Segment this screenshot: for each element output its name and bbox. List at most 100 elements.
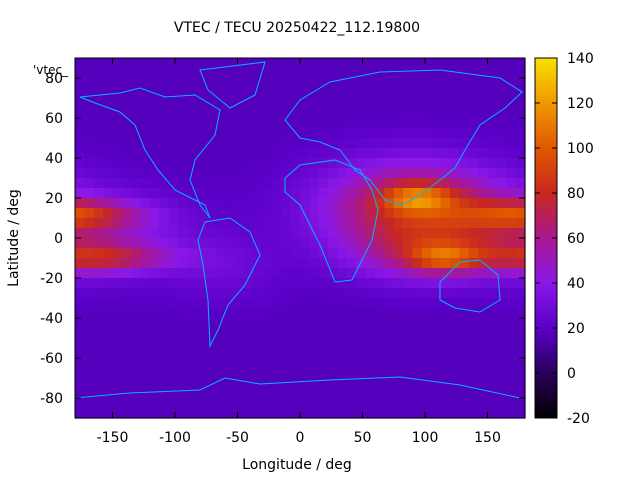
heatmap-cell [93, 118, 104, 129]
heatmap-cell [300, 298, 310, 309]
heatmap-cell [365, 218, 376, 229]
heatmap-cell [421, 228, 432, 239]
heatmap-cell [318, 398, 329, 409]
heatmap-cell [365, 128, 376, 139]
heatmap-cell [159, 98, 170, 109]
heatmap-cell [496, 398, 507, 409]
heatmap-cell [262, 408, 273, 419]
heatmap-cell [150, 148, 160, 159]
heatmap-cell [243, 128, 254, 139]
heatmap-cell [290, 68, 301, 79]
heatmap-cell [234, 308, 245, 319]
heatmap-cell [262, 258, 273, 269]
x-tick-label: 50 [354, 430, 372, 446]
heatmap-cell [440, 318, 451, 329]
heatmap-cell [346, 68, 357, 79]
heatmap-cell [196, 358, 207, 369]
heatmap-cell [225, 238, 235, 249]
heatmap-cell [140, 168, 151, 179]
heatmap-cell [450, 208, 460, 219]
heatmap-cell [356, 338, 367, 349]
heatmap-cell [412, 338, 423, 349]
heatmap-cell [215, 138, 226, 149]
heatmap-cell [225, 388, 235, 399]
heatmap-cell [300, 178, 310, 189]
heatmap-cell [450, 298, 460, 309]
heatmap-cell [290, 98, 301, 109]
heatmap-cell [300, 128, 310, 139]
heatmap-cell [431, 78, 442, 89]
heatmap-cell [384, 368, 395, 379]
heatmap-cell [75, 128, 85, 139]
heatmap-cell [243, 68, 254, 79]
heatmap-cell [300, 338, 310, 349]
heatmap-cell [487, 318, 498, 329]
heatmap-cell [206, 328, 217, 339]
heatmap-cell [468, 298, 479, 309]
heatmap-cell [234, 198, 245, 209]
heatmap-cell [515, 158, 526, 169]
heatmap-cell [468, 68, 479, 79]
heatmap-cell [150, 328, 160, 339]
heatmap-cell [300, 188, 310, 199]
heatmap-cell [337, 258, 348, 269]
heatmap-cell [459, 218, 470, 229]
heatmap-cell [328, 228, 339, 239]
heatmap-cell [243, 58, 254, 69]
heatmap-cell [75, 78, 85, 89]
heatmap-cell [75, 268, 85, 279]
heatmap-cell [421, 98, 432, 109]
heatmap-cell [506, 348, 517, 359]
heatmap-cell [281, 178, 292, 189]
heatmap-cell [337, 378, 348, 389]
heatmap-cell [487, 238, 498, 249]
heatmap-cell [356, 138, 367, 149]
heatmap-cell [243, 208, 254, 219]
heatmap-cell [225, 148, 235, 159]
heatmap-cell [365, 298, 376, 309]
heatmap-cell [506, 158, 517, 169]
heatmap-cell [487, 328, 498, 339]
heatmap-cell [206, 408, 217, 419]
heatmap-cell [421, 238, 432, 249]
heatmap-cell [112, 408, 123, 419]
heatmap-cell [459, 408, 470, 419]
heatmap-cell [318, 238, 329, 249]
heatmap-cell [206, 158, 217, 169]
heatmap-cell [290, 168, 301, 179]
heatmap-cell [346, 368, 357, 379]
heatmap-cell [393, 108, 404, 119]
heatmap-cell [431, 278, 442, 289]
heatmap-cell [290, 118, 301, 129]
heatmap-cell [281, 168, 292, 179]
heatmap-cell [159, 318, 170, 329]
heatmap-cell [131, 138, 142, 149]
heatmap-cell [121, 78, 132, 89]
heatmap-cell [515, 278, 526, 289]
heatmap-cell [515, 108, 526, 119]
heatmap-cell [225, 138, 235, 149]
heatmap-cell [234, 108, 245, 119]
heatmap-cell [318, 338, 329, 349]
heatmap-cell [375, 148, 385, 159]
heatmap-cell [478, 198, 489, 209]
heatmap-cell [150, 98, 160, 109]
heatmap-cell [309, 178, 320, 189]
heatmap-cell [496, 108, 507, 119]
y-tick-label: -20 [40, 271, 63, 287]
heatmap-cell [337, 88, 348, 99]
heatmap-cell [121, 238, 132, 249]
heatmap-cell [393, 308, 404, 319]
heatmap-cell [168, 398, 179, 409]
heatmap-cell [356, 298, 367, 309]
heatmap-cell [103, 108, 114, 119]
heatmap-cell [440, 278, 451, 289]
heatmap-cell [346, 238, 357, 249]
heatmap-cell [206, 348, 217, 359]
heatmap-cell [75, 248, 85, 259]
heatmap-cell [328, 348, 339, 359]
heatmap-cell [290, 388, 301, 399]
heatmap-cell [515, 138, 526, 149]
heatmap-cell [440, 248, 451, 259]
heatmap-cell [121, 68, 132, 79]
